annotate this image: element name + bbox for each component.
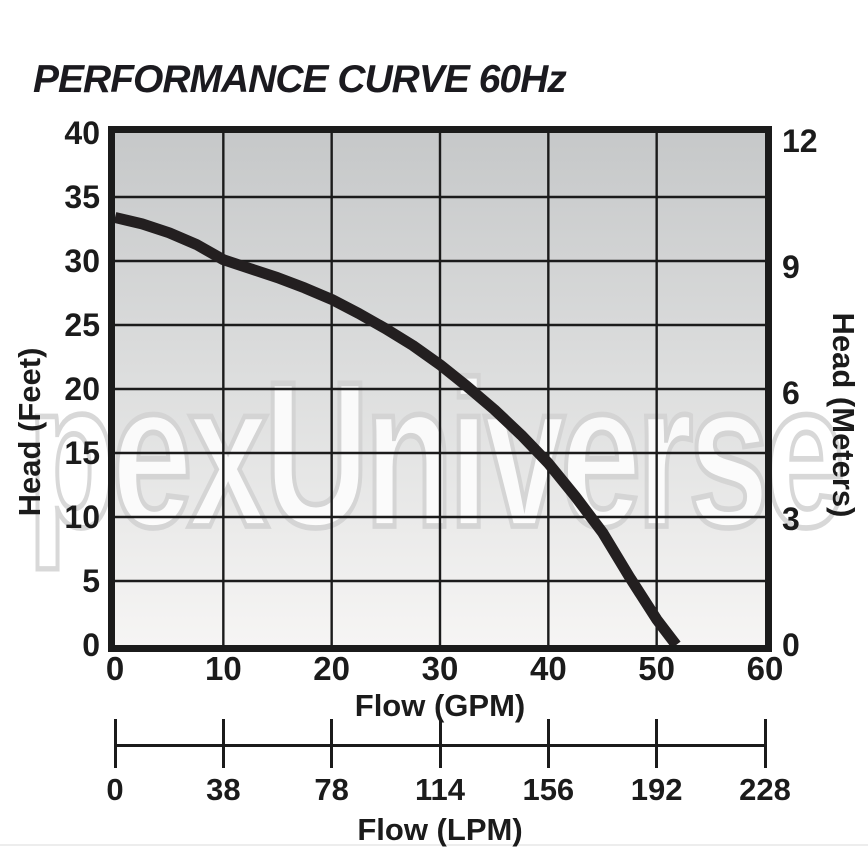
lpm-tick-mark	[221, 719, 225, 768]
y-axis-title: Head (Feet)	[12, 347, 47, 517]
performance-curve-line	[115, 212, 681, 645]
x-tick-label: 10	[204, 650, 242, 687]
lpm-tick-mark	[330, 719, 334, 768]
lpm-tick-mark	[763, 719, 767, 768]
x-axis-title: Flow (GPM)	[354, 688, 526, 723]
lpm-tick-mark	[655, 719, 659, 768]
y-tick-label: 25	[64, 307, 100, 343]
lpm-tick-label: 192	[630, 772, 683, 807]
y-tick-label: 5	[82, 563, 100, 599]
y-tick-label: 30	[64, 243, 100, 279]
y2-tick-label: 3	[782, 501, 800, 538]
lpm-tick-label: 0	[106, 772, 124, 807]
lpm-tick-mark	[113, 719, 117, 768]
y2-tick-label: 0	[782, 627, 800, 663]
lpm-tick-mark	[546, 719, 550, 768]
x-tick-label: 0	[105, 650, 125, 687]
lpm-tick-label: 156	[522, 772, 575, 807]
y-tick-label: 15	[64, 435, 100, 471]
y-tick-label: 10	[64, 499, 100, 535]
lpm-tick-label: 114	[414, 772, 465, 807]
plot-grid-and-curve	[115, 133, 765, 645]
x-tick-label: 40	[529, 650, 567, 687]
x-tick-label: 30	[421, 650, 459, 687]
y-tick-label: 35	[64, 179, 100, 215]
y2-tick-label: 12	[782, 123, 818, 160]
x2-axis-title: Flow (LPM)	[357, 812, 523, 847]
lpm-tick-label: 78	[314, 772, 349, 807]
x-tick-label: 60	[746, 650, 784, 687]
y-tick-label: 20	[64, 371, 100, 407]
lpm-tick-mark	[438, 719, 442, 768]
y2-axis-title: Head (Meters)	[826, 312, 861, 518]
lpm-tick-label: 228	[739, 772, 791, 807]
lpm-tick-label: 38	[206, 772, 241, 807]
chart-title: PERFORMANCE CURVE 60Hz	[33, 58, 567, 101]
x-tick-label: 50	[638, 650, 676, 687]
x-tick-label: 20	[313, 650, 351, 687]
y2-tick-label: 6	[782, 375, 800, 412]
y-tick-label: 40	[64, 115, 100, 151]
y2-tick-label: 9	[782, 249, 800, 286]
y-tick-label: 0	[82, 627, 100, 663]
page-divider-line	[0, 844, 868, 846]
